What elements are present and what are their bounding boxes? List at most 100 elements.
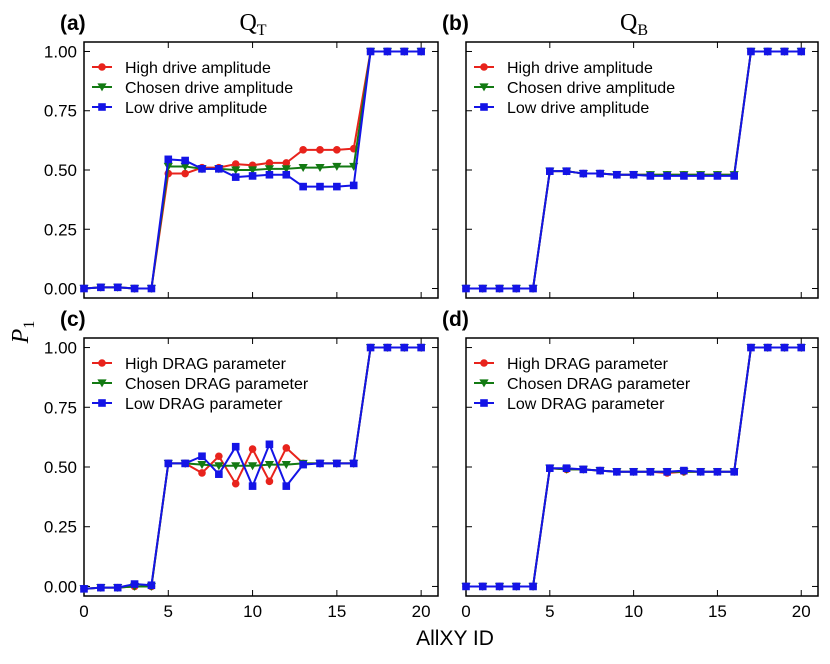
legend-entry: Chosen DRAG parameter <box>125 376 309 393</box>
data-point-low <box>366 47 375 56</box>
data-point-low <box>164 155 173 164</box>
data-point-low <box>797 343 806 352</box>
legend-marker <box>480 359 488 367</box>
data-point-low <box>646 467 655 476</box>
data-point-low <box>181 459 189 468</box>
data-point-low <box>780 343 789 352</box>
data-point-low <box>164 459 173 468</box>
legend-marker <box>97 83 107 92</box>
legend-entry: High DRAG parameter <box>507 356 669 373</box>
legend-marker <box>98 103 106 111</box>
data-point-chosen <box>231 462 241 471</box>
legend-marker <box>480 63 488 71</box>
panels: 0.00 0.25 0.50 0.75 1.00 (a) QT High drive ampl… <box>44 10 819 621</box>
data-point-low <box>596 169 604 178</box>
data-point-low <box>478 582 487 591</box>
legend-entry: High drive amplitude <box>507 60 653 77</box>
panel-b-legend: High drive amplitude Chosen drive amplitu… <box>474 60 675 117</box>
y-axis-label-subscript: 1 <box>21 321 38 329</box>
data-point-high <box>265 477 274 486</box>
data-point-chosen <box>197 461 207 470</box>
panel-a: 0.00 0.25 0.50 0.75 1.00 (a) QT High drive ampl… <box>44 10 439 299</box>
data-point-low <box>400 47 409 56</box>
data-point-low <box>113 283 122 292</box>
legend-marker <box>98 359 106 367</box>
data-point-low <box>462 582 470 591</box>
data-point-chosen <box>214 462 224 471</box>
data-point-low <box>366 343 375 352</box>
data-point-low <box>349 181 358 190</box>
panel-d-legend: High DRAG parameter Chosen DRAG parameter… <box>474 356 691 413</box>
legend-marker <box>480 399 488 407</box>
data-point-low <box>400 343 409 352</box>
data-point-high <box>215 452 223 461</box>
panel-b: (b) QB High drive amplitude Chosen drive am… <box>442 10 819 299</box>
data-point-chosen <box>247 462 258 471</box>
data-point-high <box>231 479 240 488</box>
x-tick-label: 20 <box>792 602 811 621</box>
data-point-low <box>562 464 571 472</box>
data-point-low <box>265 170 274 179</box>
y-tick-label: 0.75 <box>44 102 77 121</box>
data-point-low <box>349 459 358 468</box>
data-point-low <box>663 172 671 180</box>
data-point-low <box>215 165 223 173</box>
data-point-low <box>579 169 588 178</box>
data-point-low <box>512 284 521 293</box>
data-point-low <box>333 182 341 191</box>
y-tick-label: 0.25 <box>44 220 77 239</box>
data-point-low <box>130 284 139 293</box>
panel-d-label: (d) <box>442 308 469 331</box>
y-tick-label: 0.50 <box>44 161 77 180</box>
panel-d: 0 5 10 15 20 (d) High DRAG parameter Chosen DRA… <box>442 308 819 621</box>
data-point-low <box>713 172 722 180</box>
panel-c-legend: High DRAG parameter Chosen DRAG parameter… <box>92 356 309 413</box>
data-point-low <box>562 167 571 175</box>
data-point-chosen <box>298 164 308 173</box>
data-point-high <box>181 169 189 178</box>
legend-entry: Low DRAG parameter <box>507 396 665 413</box>
legend-entry: Chosen DRAG parameter <box>507 376 691 393</box>
data-point-low <box>248 482 257 490</box>
data-point-low <box>680 172 688 180</box>
data-point-chosen <box>281 165 291 174</box>
data-point-low <box>546 167 554 175</box>
shared-x-axis-label: AllXY ID <box>416 627 494 650</box>
data-point-low <box>763 343 772 352</box>
data-point-low <box>282 482 291 490</box>
series-low <box>462 47 806 293</box>
legend-entry: High DRAG parameter <box>125 356 287 373</box>
data-point-low <box>97 283 105 292</box>
data-point-low <box>529 582 537 591</box>
series-low <box>80 47 425 293</box>
data-point-low <box>629 467 638 476</box>
data-point-low <box>478 284 487 293</box>
data-point-chosen <box>264 165 275 174</box>
panel-a-legend: High drive amplitude Chosen drive amplitu… <box>92 60 293 117</box>
data-point-high <box>299 146 307 154</box>
series-low <box>80 343 425 593</box>
legend-marker <box>98 399 106 407</box>
data-point-low <box>417 47 425 56</box>
data-point-low <box>299 182 307 191</box>
data-point-low <box>495 582 504 591</box>
legend-marker <box>97 379 107 388</box>
legend-entry: Chosen drive amplitude <box>125 80 293 97</box>
data-point-low <box>215 470 223 478</box>
data-point-chosen <box>332 162 342 171</box>
data-point-low <box>147 581 156 590</box>
panel-c-label: (c) <box>60 308 86 331</box>
shared-y-axis-label: P1 <box>8 321 38 345</box>
data-point-high <box>248 445 257 453</box>
panel-a-label: (a) <box>60 12 86 35</box>
data-point-low <box>462 284 470 293</box>
data-point-chosen <box>231 166 241 175</box>
data-point-low <box>663 467 671 476</box>
legend-entry: Low DRAG parameter <box>125 396 283 413</box>
data-point-low <box>696 467 705 476</box>
panel-b-label: (b) <box>442 12 469 35</box>
data-point-low <box>80 585 88 593</box>
data-point-low <box>299 460 307 469</box>
data-point-low <box>80 284 88 293</box>
